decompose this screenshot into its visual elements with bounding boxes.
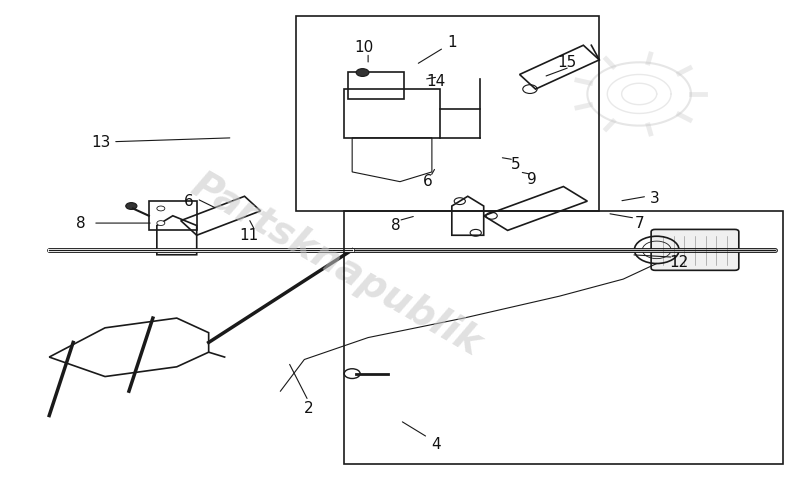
Text: 8: 8 (76, 216, 86, 231)
Text: Partsknapublik: Partsknapublik (184, 166, 488, 363)
Text: 8: 8 (391, 218, 401, 233)
Circle shape (157, 220, 165, 225)
Text: 3: 3 (650, 191, 660, 206)
Text: 2: 2 (303, 401, 313, 416)
Text: 12: 12 (670, 254, 689, 270)
Bar (344, 211, 782, 464)
Circle shape (356, 69, 369, 76)
Text: 13: 13 (91, 135, 110, 150)
Text: 10: 10 (354, 40, 374, 55)
Text: 7: 7 (634, 216, 644, 231)
Text: 15: 15 (558, 55, 577, 70)
Circle shape (157, 206, 165, 211)
Text: 11: 11 (239, 228, 258, 243)
Text: 5: 5 (510, 157, 521, 172)
Text: 6: 6 (423, 174, 433, 189)
Text: 9: 9 (526, 172, 537, 187)
Bar (296, 16, 599, 211)
Circle shape (126, 202, 137, 209)
Text: 1: 1 (447, 35, 457, 50)
FancyBboxPatch shape (651, 229, 739, 270)
Text: 14: 14 (426, 74, 446, 89)
Text: 4: 4 (431, 437, 441, 452)
Text: 6: 6 (184, 194, 194, 209)
